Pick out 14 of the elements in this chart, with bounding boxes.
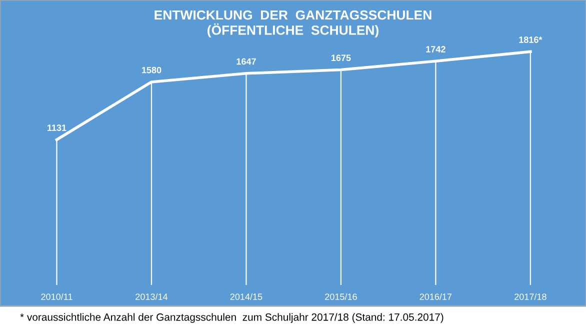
data-label: 1816* [519,36,542,43]
text: * voraussichtliche Anzahl der Ganztagsschulen zum Schuljahr 2017/18 (Stand: 17.05.2017) [20,313,444,323]
x-tick-label: 2017/18 [514,293,546,300]
data-label: 1675 [331,54,351,62]
data-label: 1647 [236,58,256,65]
x-tick-label: 2013/14 [136,293,168,300]
data-label: 1131 [48,124,66,131]
x-tick-label: 2014/15 [230,293,262,300]
x-tick-label: 2016/17 [420,293,452,300]
chart-title: ENTWICKLUNG DER GANZTAGSSCHULEN (ÖFFENTLICHE SCHULEN) [154,10,432,38]
data-label: 1580 [142,66,162,74]
x-tick-label: 2015/16 [325,293,357,300]
x-tick-label: 2010/11 [41,293,72,300]
data-label: 1742 [426,46,446,52]
